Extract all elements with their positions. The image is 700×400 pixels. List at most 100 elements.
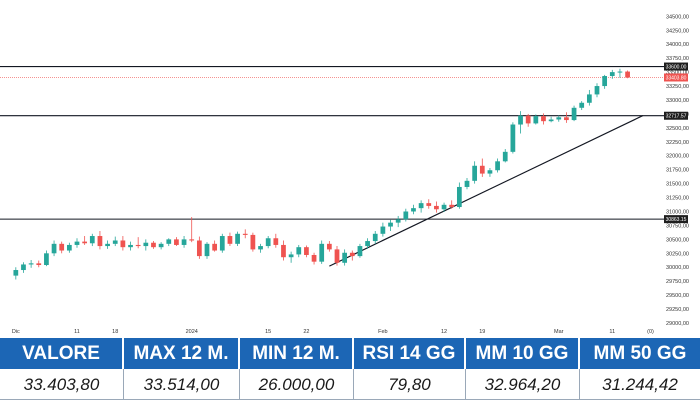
candle-body <box>21 264 26 271</box>
trendline <box>329 115 644 267</box>
candle-body <box>449 204 455 208</box>
candle-body <box>189 239 195 241</box>
candle-body <box>495 161 500 171</box>
candle-body <box>372 233 378 242</box>
candle-body <box>579 102 585 108</box>
candle-body <box>617 71 623 73</box>
stats-header-row: VALORE MAX 12 M. MIN 12 M. RSI 14 GG MM … <box>0 338 700 369</box>
candle-body <box>556 117 562 120</box>
candle-body <box>296 247 302 255</box>
y-tick-label: 32500,00 <box>666 126 689 132</box>
candle-body <box>74 241 80 245</box>
candle-body <box>143 242 149 247</box>
value-rsi-14: 79,80 <box>354 369 466 400</box>
candle-body <box>196 240 202 257</box>
candle-body <box>281 244 286 258</box>
level-price-tag <box>664 62 688 71</box>
candle-body <box>44 253 49 266</box>
y-tick-label: 33000,00 <box>666 98 689 104</box>
candle-body <box>13 270 19 276</box>
candle-body <box>426 203 432 206</box>
x-tick-label: Feb <box>378 329 387 335</box>
y-tick-label: 30000,00 <box>666 265 689 271</box>
y-tick-label: 33250,00 <box>666 84 689 90</box>
x-tick-label: 22 <box>303 329 309 335</box>
candle-body <box>258 246 263 250</box>
level-price-tag <box>664 215 688 224</box>
candle-body <box>403 211 409 220</box>
candle-body <box>510 124 516 152</box>
candle-body <box>212 243 218 251</box>
candle-body <box>166 239 172 244</box>
candle-body <box>311 254 317 262</box>
candle-body <box>456 186 462 208</box>
y-tick-label: 34250,00 <box>666 28 689 34</box>
x-tick-label: 2024 <box>186 329 198 335</box>
candle-body <box>235 233 240 244</box>
candle-body <box>66 244 72 251</box>
candle-body <box>82 241 88 244</box>
candle-body <box>548 119 554 122</box>
candle-body <box>227 236 233 244</box>
candle-body <box>609 72 615 77</box>
y-tick-label: 29500,00 <box>666 293 689 299</box>
candle-body <box>418 203 424 209</box>
candle-body <box>533 116 539 124</box>
candle-body <box>541 116 546 122</box>
candle-body <box>464 180 470 187</box>
candle-body <box>518 115 523 125</box>
value-valore: 33.403,80 <box>0 369 124 400</box>
value-max-12m: 33.514,00 <box>124 369 240 400</box>
candle-body <box>365 241 370 247</box>
candle-body <box>219 236 225 251</box>
candle-body <box>28 263 34 265</box>
x-tick-label: (0) <box>647 329 654 335</box>
candle-body <box>128 244 133 248</box>
candle-body <box>273 238 279 245</box>
candle-body <box>181 239 187 245</box>
y-tick-label: 31250,00 <box>666 196 689 202</box>
header-mm-10: MM 10 GG <box>466 338 580 369</box>
y-tick-label: 33750,00 <box>666 56 689 62</box>
candle-body <box>151 242 156 248</box>
y-tick-label: 32250,00 <box>666 140 689 146</box>
candle-body <box>36 263 42 266</box>
candle-body <box>571 107 577 121</box>
stats-value-row: 33.403,80 33.514,00 26.000,00 79,80 32.9… <box>0 369 700 400</box>
candle-body <box>112 240 118 244</box>
stats-table: VALORE MAX 12 M. MIN 12 M. RSI 14 GG MM … <box>0 338 700 400</box>
candle-body <box>472 165 478 181</box>
header-max-12m: MAX 12 M. <box>124 338 240 369</box>
candle-body <box>594 86 600 95</box>
candle-body <box>319 243 325 262</box>
y-tick-label: 34500,00 <box>666 14 689 20</box>
header-mm-50: MM 50 GG <box>593 343 687 364</box>
candle-body <box>120 240 126 248</box>
candle-body <box>342 252 348 263</box>
candle-body <box>502 151 508 162</box>
candle-body <box>288 254 294 258</box>
candle-body <box>388 222 393 227</box>
candle-body <box>174 239 179 245</box>
candle-body <box>105 243 110 247</box>
y-tick-label: 30500,00 <box>666 237 689 243</box>
candle-body <box>265 238 271 247</box>
candle-body <box>326 243 332 250</box>
value-mm-10: 32.964,20 <box>466 369 580 400</box>
x-tick-label: 11 <box>74 329 80 335</box>
candle-body <box>242 233 248 235</box>
header-min-12m: MIN 12 M. <box>240 338 354 369</box>
y-tick-label: 30250,00 <box>666 251 689 257</box>
x-tick-label: 12 <box>441 329 447 335</box>
candle-body <box>411 208 416 212</box>
candle-body <box>135 244 141 247</box>
x-tick-label: 15 <box>265 329 271 335</box>
y-tick-label: 30750,00 <box>666 223 689 229</box>
candle-body <box>59 243 65 251</box>
candle-body <box>586 94 592 103</box>
candle-body <box>250 234 256 250</box>
last-price-label: 33403.80 <box>666 75 687 81</box>
y-tick-label: 34000,00 <box>666 42 689 48</box>
candlestick-chart[interactable]: 34500,00 34250,00 34000,00 33750,00 33500,00… <box>0 0 700 338</box>
